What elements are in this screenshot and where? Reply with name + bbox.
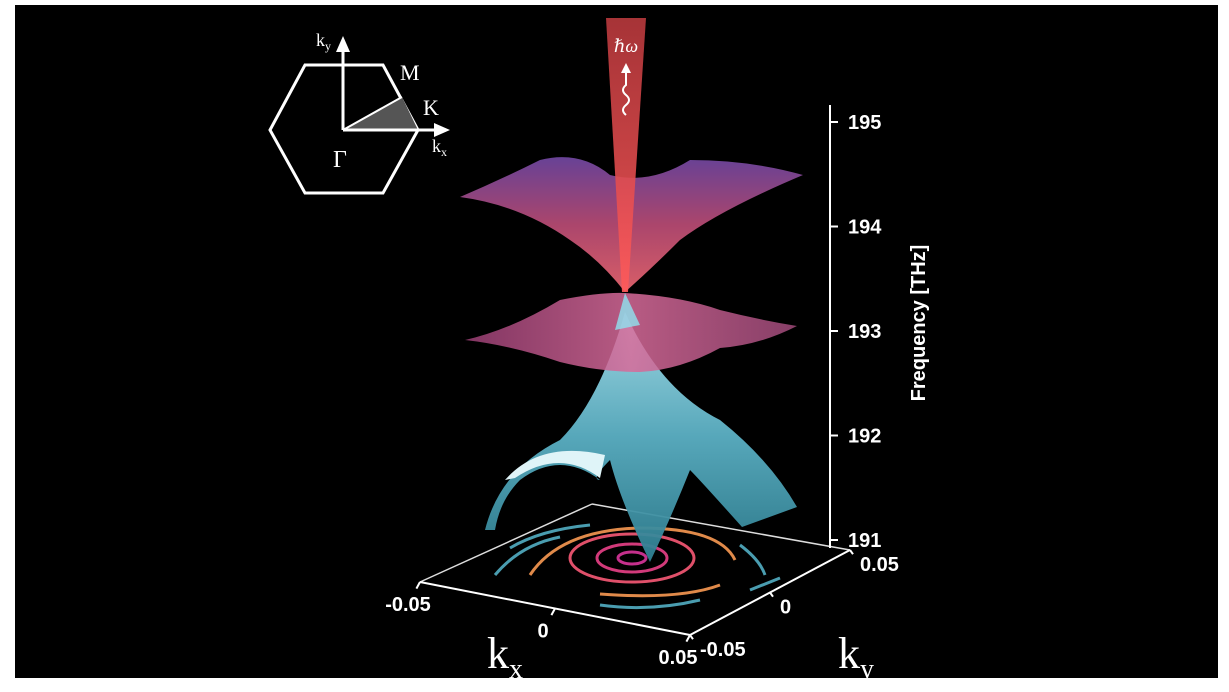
figure: ky kx M K Γ ℏω Frequency [THz] kx ky 191…	[0, 0, 1229, 692]
z-tick-label: 194	[848, 217, 882, 239]
inset-kx-sub: x	[441, 145, 447, 159]
z-tick-label: 191	[848, 530, 881, 552]
page: ky kx M K Γ ℏω Frequency [THz] kx ky 191…	[0, 0, 1229, 692]
floor-tick-label: 0.05	[860, 554, 899, 576]
floor-tick-label: 0	[537, 621, 548, 643]
inset-ky-main: k	[316, 30, 325, 50]
ky-title-main: k	[838, 629, 860, 678]
point-gamma: Γ	[333, 147, 347, 173]
kx-title-main: k	[487, 629, 509, 678]
inset-kx-main: k	[432, 136, 441, 156]
z-tick-label: 192	[848, 426, 881, 448]
floor-tick-label: 0	[780, 597, 791, 619]
z-axis-label: Frequency [THz]	[908, 245, 930, 402]
floor-tick-label: 0.05	[659, 647, 698, 669]
ky-title-sub: y	[860, 654, 874, 685]
point-m: M	[400, 60, 420, 85]
z-tick-label: 195	[848, 112, 881, 134]
point-k: K	[423, 95, 439, 120]
inset-ky-sub: y	[325, 39, 331, 53]
floor-tick-label: -0.05	[385, 594, 431, 616]
kx-title-sub: x	[509, 654, 523, 685]
floor-tick-label: -0.05	[700, 639, 746, 661]
z-tick-label: 193	[848, 321, 881, 343]
beam-label: ℏω	[614, 36, 638, 56]
